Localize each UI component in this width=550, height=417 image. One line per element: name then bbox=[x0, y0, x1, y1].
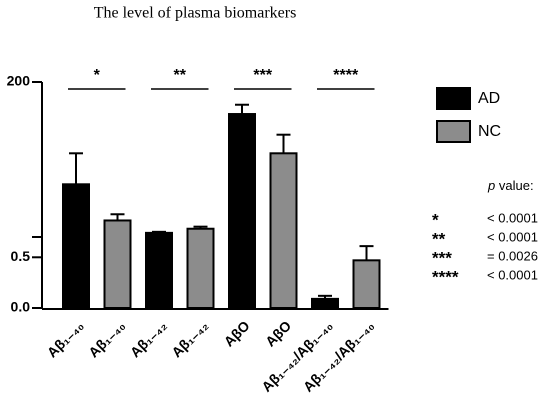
p-value: < 0.0001 bbox=[487, 267, 538, 282]
p-value-title: p value: bbox=[487, 178, 534, 193]
x-tick-label: Aβ₁₋₄₂ bbox=[127, 317, 170, 360]
significance-stars: * bbox=[94, 67, 101, 84]
bar bbox=[62, 183, 90, 309]
legend-swatch bbox=[436, 120, 471, 143]
bar bbox=[145, 231, 173, 309]
legend-label: AD bbox=[478, 90, 500, 107]
p-stars: *** bbox=[432, 248, 452, 267]
p-title: value: bbox=[499, 178, 534, 193]
legend-swatch bbox=[436, 87, 471, 110]
x-tick-label: AβO bbox=[221, 317, 253, 349]
bar bbox=[311, 297, 339, 310]
bar bbox=[228, 113, 256, 309]
bar bbox=[352, 259, 381, 310]
y-tick-label: 200 bbox=[7, 73, 31, 89]
bar bbox=[269, 152, 298, 309]
p-value: = 0.0026 bbox=[487, 248, 538, 263]
significance-stars: *** bbox=[253, 67, 272, 84]
x-tick-label: Aβ₁₋₄₂ bbox=[168, 317, 211, 360]
p-stars: * bbox=[432, 210, 439, 229]
x-tick-label: Aβ₁₋₄₀ bbox=[85, 317, 128, 360]
y-tick-label: 0.0 bbox=[11, 299, 31, 315]
p-stars: ** bbox=[432, 229, 446, 248]
chart-title: The level of plasma biomarkers bbox=[94, 5, 297, 22]
significance-stars: **** bbox=[333, 67, 359, 84]
p-value: < 0.0001 bbox=[487, 229, 538, 244]
bar bbox=[186, 227, 215, 310]
significance-stars: ** bbox=[174, 67, 187, 84]
x-tick-label: AβO bbox=[262, 317, 294, 349]
p-label: p bbox=[487, 178, 495, 193]
p-stars: **** bbox=[432, 267, 459, 286]
y-tick-label: 0.5 bbox=[11, 248, 31, 264]
p-value: < 0.0001 bbox=[487, 210, 538, 225]
bar bbox=[103, 219, 132, 309]
legend-label: NC bbox=[478, 123, 501, 140]
x-tick-label: Aβ₁₋₄₀ bbox=[44, 317, 87, 360]
